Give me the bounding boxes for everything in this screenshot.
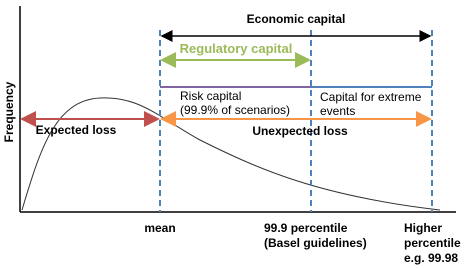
expected-label: Expected loss [36,123,117,137]
extreme-label: events [320,104,355,118]
risk-label: (99.9% of scenarios) [180,103,290,117]
extreme-label: Capital for extreme [320,90,422,104]
x-label: percentile [404,236,461,250]
risk-label: Risk capital [180,89,241,103]
unexpected-label: Unexpected loss [252,124,348,138]
x-label: mean [144,221,175,235]
x-label: (Basel guidelines) [264,236,367,250]
y-label: Frequency [2,81,16,142]
economic-label: Economic capital [247,12,346,26]
regulatory-label: Regulatory capital [180,41,293,56]
x-label: Higher [404,221,442,235]
x-label: e.g. 99.98 [404,251,458,265]
x-label: 99.9 percentile [264,221,348,235]
